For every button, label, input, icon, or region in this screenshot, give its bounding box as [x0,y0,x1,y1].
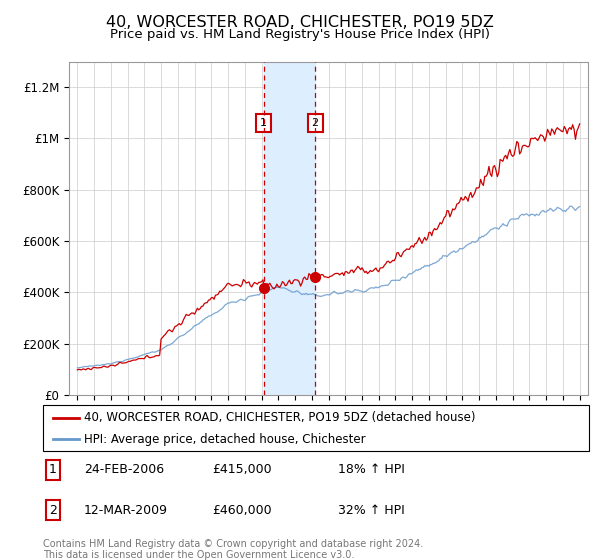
Text: 18% ↑ HPI: 18% ↑ HPI [338,463,405,477]
Text: £415,000: £415,000 [212,463,272,477]
Text: 12-MAR-2009: 12-MAR-2009 [84,504,168,517]
Text: 1: 1 [260,118,267,128]
Text: HPI: Average price, detached house, Chichester: HPI: Average price, detached house, Chic… [84,433,366,446]
Text: 24-FEB-2006: 24-FEB-2006 [84,463,164,477]
Text: 2: 2 [311,118,319,128]
Text: 40, WORCESTER ROAD, CHICHESTER, PO19 5DZ: 40, WORCESTER ROAD, CHICHESTER, PO19 5DZ [106,15,494,30]
Text: Contains HM Land Registry data © Crown copyright and database right 2024.
This d: Contains HM Land Registry data © Crown c… [43,539,424,560]
Text: 2: 2 [49,504,57,517]
Text: Price paid vs. HM Land Registry's House Price Index (HPI): Price paid vs. HM Land Registry's House … [110,28,490,41]
Text: 40, WORCESTER ROAD, CHICHESTER, PO19 5DZ (detached house): 40, WORCESTER ROAD, CHICHESTER, PO19 5DZ… [84,411,476,424]
Bar [263,62,315,395]
FancyBboxPatch shape [43,405,589,451]
Text: 32% ↑ HPI: 32% ↑ HPI [338,504,405,517]
Text: 1: 1 [49,463,57,477]
Text: £460,000: £460,000 [212,504,272,517]
